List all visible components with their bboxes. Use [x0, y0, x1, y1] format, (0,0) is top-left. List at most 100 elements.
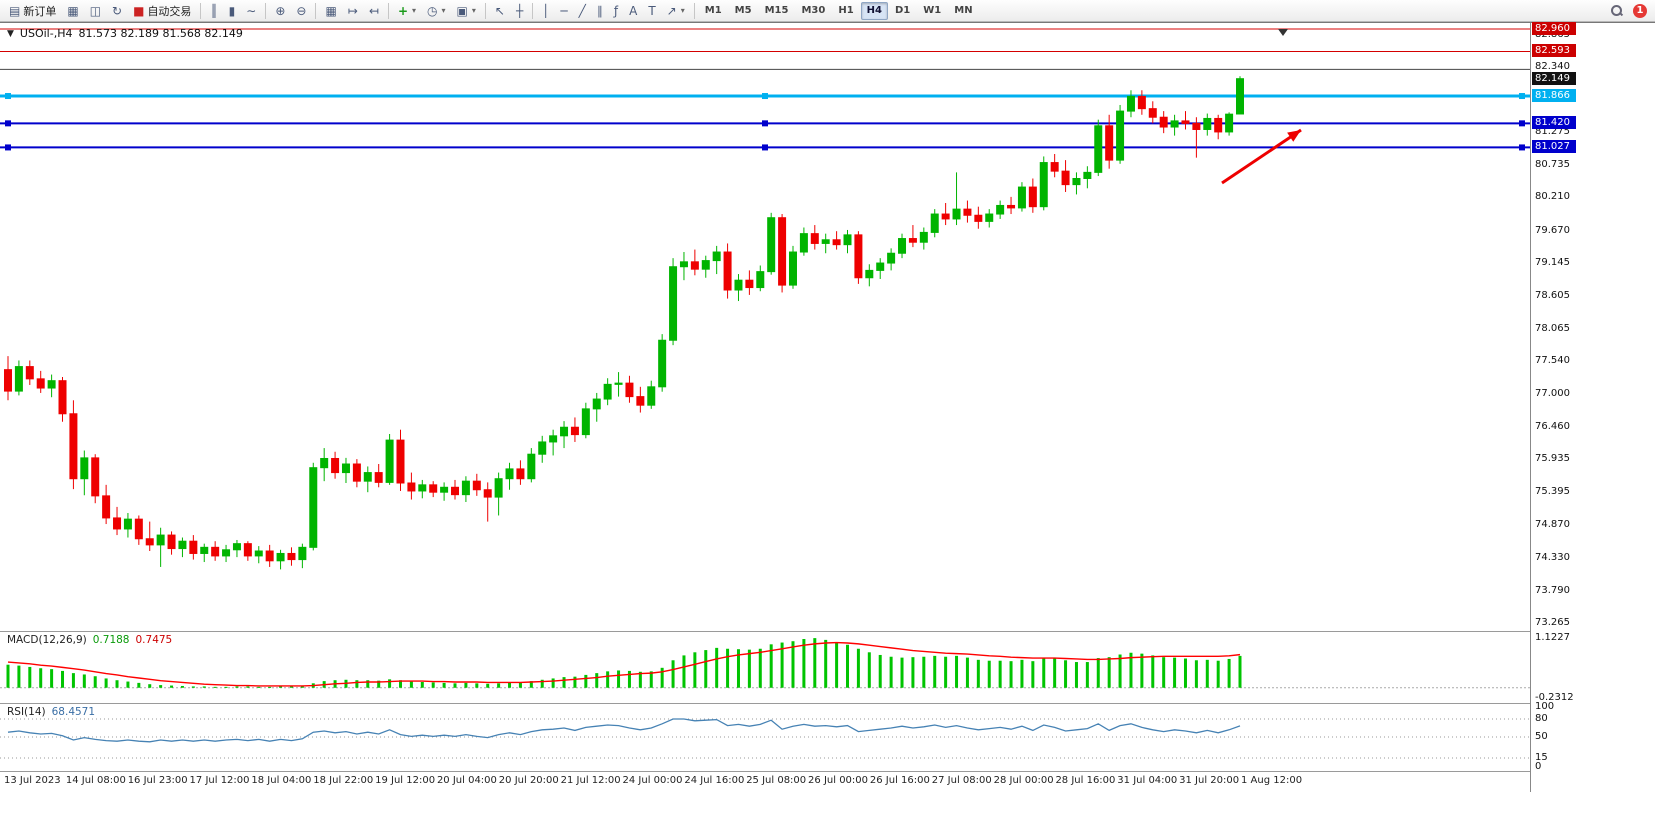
macd-histogram-bar — [835, 642, 839, 688]
macd-histogram-bar — [1031, 661, 1035, 688]
new-order-icon: ▤ — [9, 3, 21, 18]
zoom-in-button[interactable]: ⊕ — [270, 2, 290, 20]
candle-body — [222, 549, 231, 557]
zoom-out-button[interactable]: ⊖ — [291, 2, 311, 20]
line-handle[interactable] — [1519, 93, 1525, 100]
candle-body — [385, 439, 394, 483]
indicators-button[interactable]: + ▾ — [393, 2, 421, 20]
macd-histogram-bar — [933, 655, 937, 688]
timeframe-d1-button[interactable]: D1 — [895, 5, 911, 16]
channel-button[interactable]: ∥ — [592, 2, 608, 20]
line-handle[interactable] — [762, 93, 768, 100]
line-handle[interactable] — [5, 93, 11, 100]
candle-body — [778, 217, 787, 286]
text-label-button[interactable]: T — [643, 2, 660, 20]
candle-body — [80, 457, 89, 480]
candle-body — [451, 486, 460, 496]
line-handle[interactable] — [5, 144, 11, 151]
timeframe-m30-button[interactable]: M30 — [801, 5, 826, 16]
horizontal-line-button[interactable]: ─ — [555, 2, 572, 20]
refresh-button[interactable]: ↻ — [107, 2, 127, 20]
macd-panel[interactable] — [0, 631, 1530, 703]
candle-body — [243, 543, 252, 557]
candle-body — [167, 534, 176, 550]
auto-scroll-button[interactable]: ↦ — [343, 2, 363, 20]
macd-histogram-bar — [235, 686, 239, 688]
line-handle[interactable] — [762, 120, 768, 127]
new-order-button[interactable]: ▤ 新订单 — [4, 2, 61, 20]
macd-histogram-bar — [170, 685, 174, 688]
macd-histogram-bar — [453, 683, 457, 688]
chart-shift-button[interactable]: ↤ — [364, 2, 384, 20]
timeframe-m5-button[interactable]: M5 — [734, 5, 752, 16]
timeframe-mn-button[interactable]: MN — [954, 5, 973, 16]
candle-body — [440, 486, 449, 493]
arrow-annotation[interactable] — [1221, 128, 1302, 185]
macd-histogram-bar — [911, 657, 915, 688]
macd-histogram-bar — [104, 678, 108, 688]
line-handle[interactable] — [1519, 144, 1525, 151]
panel-divider[interactable] — [0, 703, 1655, 704]
macd-histogram-bar — [1151, 655, 1155, 688]
chart-shift-marker[interactable] — [1278, 29, 1288, 36]
price-tick: 82.340 — [1535, 60, 1570, 72]
candle-body — [1039, 162, 1048, 208]
notification-badge[interactable]: 1 — [1633, 3, 1647, 18]
time-label: 27 Jul 08:00 — [931, 775, 992, 786]
candle-body — [1148, 108, 1157, 118]
candle-body — [919, 231, 928, 243]
candle-body — [734, 279, 743, 291]
macd-histogram-bar — [1053, 658, 1057, 688]
text-button[interactable]: A — [624, 2, 642, 20]
tile-windows-button[interactable]: ▦ — [320, 2, 341, 20]
vertical-line-button[interactable]: │ — [537, 2, 554, 20]
rsi-value: 68.4571 — [51, 706, 96, 718]
macd-histogram-bar — [289, 686, 293, 688]
price-chart[interactable] — [0, 23, 1530, 631]
timeframe-h1-button[interactable]: H1 — [838, 5, 854, 16]
arrows-button[interactable]: ↗ ▾ — [662, 2, 690, 20]
candle-body — [4, 369, 12, 392]
search-button[interactable] — [1605, 2, 1628, 20]
candle-body — [1126, 95, 1135, 112]
panel-divider[interactable] — [0, 631, 1655, 632]
line-chart-button[interactable]: ∼ — [241, 2, 261, 20]
candle-body — [887, 252, 896, 264]
macd-histogram-bar — [224, 686, 228, 688]
candle-body — [810, 233, 819, 244]
trendline-button[interactable]: ╱ — [574, 2, 591, 20]
bar-chart-button[interactable]: ║ — [205, 2, 222, 20]
timeframe-m15-button[interactable]: M15 — [764, 5, 789, 16]
candle-body — [1137, 95, 1146, 110]
candlestick-chart-button[interactable]: ▮ — [224, 2, 241, 20]
templates-icon: ▣ — [456, 3, 468, 18]
chart-shift-icon: ↤ — [368, 3, 379, 18]
timeframe-w1-button[interactable]: W1 — [923, 5, 942, 16]
timeframe-m1-button[interactable]: M1 — [704, 5, 722, 16]
crosshair-button[interactable]: ┼ — [511, 2, 528, 20]
chart-collapse-icon[interactable]: ▼ — [7, 28, 14, 39]
line-handle[interactable] — [5, 120, 11, 127]
auto-trading-button[interactable]: ■ 自动交易 — [128, 2, 196, 20]
chart-windows-button[interactable]: ▦ — [62, 2, 83, 20]
line-handle[interactable] — [762, 144, 768, 151]
profiles-button[interactable]: ◫ — [85, 2, 106, 20]
line-handle[interactable] — [1519, 120, 1525, 127]
periods-button[interactable]: ◷ ▾ — [422, 2, 451, 20]
rsi-panel[interactable] — [0, 703, 1530, 771]
templates-button[interactable]: ▣ ▾ — [452, 2, 481, 20]
time-label: 24 Jul 16:00 — [684, 775, 745, 786]
price-tick: 75.395 — [1535, 486, 1570, 498]
macd-histogram-bar — [802, 639, 806, 688]
candle-body — [898, 238, 907, 254]
macd-histogram-bar — [846, 644, 850, 688]
candle-body — [232, 543, 241, 551]
timeframe-h4-button[interactable]: H4 — [860, 1, 888, 20]
time-axis[interactable]: 13 Jul 2023 14 Jul 08:00 16 Jul 23:00 17 Ju… — [0, 771, 1530, 792]
price-scale[interactable]: 82.86582.34081.81581.27580.73580.21079.6… — [1530, 22, 1655, 792]
time-label: 31 Jul 04:00 — [1117, 775, 1178, 786]
macd-histogram-bar — [704, 650, 708, 688]
macd-histogram-bar — [791, 641, 795, 688]
cursor-button[interactable]: ↖ — [490, 2, 510, 20]
fibonacci-button[interactable]: ƒ — [609, 2, 623, 20]
